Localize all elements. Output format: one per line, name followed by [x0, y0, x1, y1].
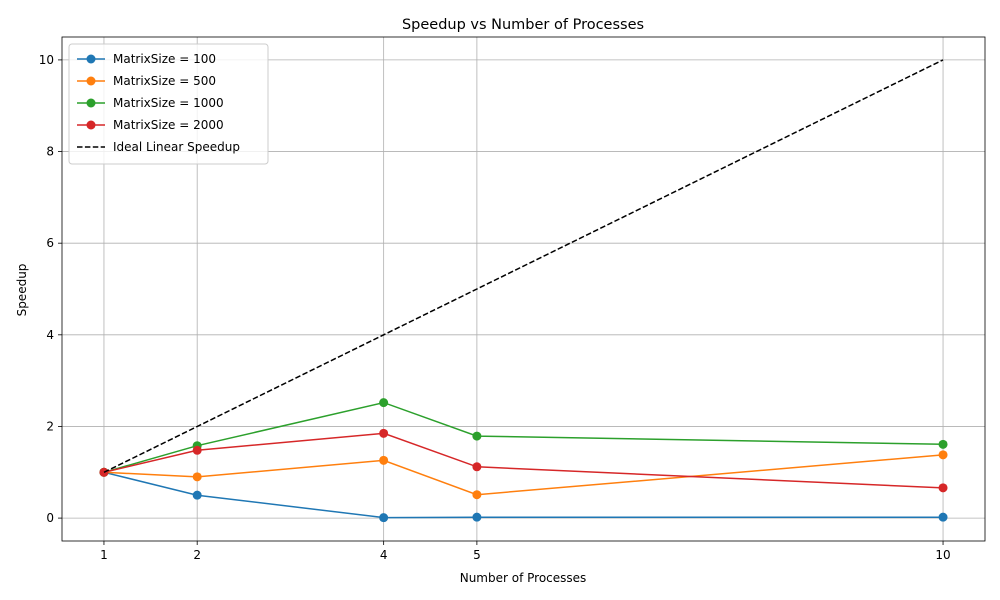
data-point [472, 512, 482, 522]
y-tick-label: 8 [46, 145, 54, 159]
x-tick-label: 1 [100, 548, 108, 562]
legend-marker [86, 54, 96, 64]
series-layer [99, 59, 948, 523]
y-tick-label: 10 [39, 53, 54, 67]
data-point [938, 450, 948, 460]
series-line-2 [103, 401, 944, 474]
chart-title: Speedup vs Number of Processes [402, 17, 644, 33]
series-line-0 [103, 471, 943, 519]
y-tick-label: 2 [46, 419, 54, 433]
legend-box [68, 43, 269, 165]
data-point [938, 439, 948, 449]
x-tick-label: 2 [193, 548, 201, 562]
x-tick-label: 4 [380, 548, 388, 562]
data-point [938, 512, 948, 522]
x-tick-label: 10 [935, 548, 950, 562]
x-tick-label: 5 [473, 548, 481, 562]
legend-entry-1: MatrixSize = 500 [113, 74, 216, 88]
data-point [472, 490, 482, 500]
data-point [379, 455, 389, 465]
legend-entry-0: MatrixSize = 100 [113, 52, 216, 66]
legend-entry-3: MatrixSize = 2000 [113, 118, 224, 132]
series-line-4 [103, 59, 944, 473]
data-point [99, 467, 109, 477]
legend-entry-4: Ideal Linear Speedup [113, 140, 240, 154]
legend-marker [86, 98, 96, 108]
y-tick-label: 6 [46, 236, 54, 250]
y-axis-label: Speedup [15, 264, 29, 317]
plot-frame [61, 36, 986, 542]
x-axis-label: Number of Processes [460, 571, 587, 585]
legend-marker [86, 120, 96, 130]
data-point [192, 490, 202, 500]
data-point [472, 462, 482, 472]
axes: 1 2 4 5 10 0 2 4 6 8 10 [39, 36, 986, 562]
data-point [192, 472, 202, 482]
data-point [472, 431, 482, 441]
data-point [379, 398, 389, 408]
legend-entry-2: MatrixSize = 1000 [113, 96, 224, 110]
data-point [938, 483, 948, 493]
y-tick-label: 4 [46, 328, 54, 342]
data-point [379, 513, 389, 523]
data-point [379, 428, 389, 438]
series-line-1 [103, 454, 944, 496]
legend-marker [86, 76, 96, 86]
data-point [192, 445, 202, 455]
y-tick-label: 0 [46, 511, 54, 525]
legend: MatrixSize = 100 MatrixSize = 500 MatrixSi… [68, 43, 269, 165]
